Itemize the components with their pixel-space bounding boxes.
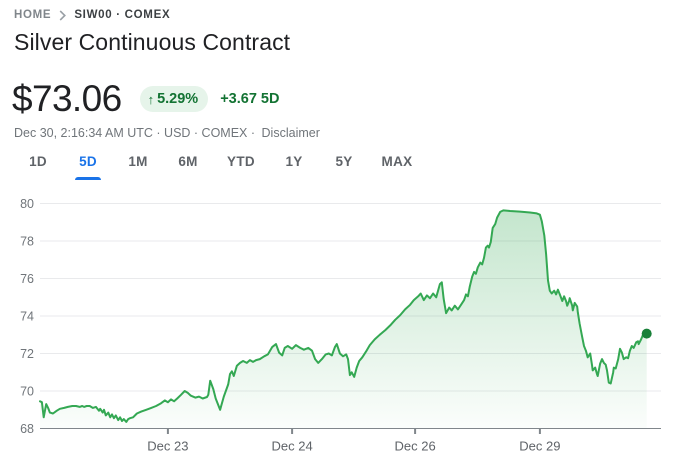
y-axis-label: 72 [20, 347, 34, 361]
price-line [39, 209, 648, 423]
last-price-dot [641, 328, 652, 339]
x-axis-label: Dec 29 [519, 439, 560, 454]
quote-meta: Dec 30, 2:16:34 AM UTC · USD · COMEX · D… [14, 126, 320, 140]
tab-6m[interactable]: 6M [163, 148, 213, 181]
y-axis-label: 78 [20, 235, 34, 249]
y-axis-label: 74 [20, 310, 34, 324]
arrow-up-icon: ↑ [147, 91, 155, 107]
chevron-right-icon [59, 9, 67, 21]
tab-max[interactable]: MAX [369, 148, 425, 181]
tab-ytd[interactable]: YTD [213, 148, 269, 181]
tab-1m[interactable]: 1M [113, 148, 163, 181]
x-axis-label: Dec 26 [394, 439, 435, 454]
change-absolute: +3.67 5D [220, 91, 280, 107]
x-axis-label: Dec 24 [271, 439, 312, 454]
breadcrumb-symbol: SIW00 · COMEX [74, 9, 171, 21]
x-axis-label: Dec 23 [147, 439, 188, 454]
breadcrumb-home-link[interactable]: HOME [14, 9, 52, 21]
y-axis-label: 80 [20, 197, 34, 211]
disclaimer-link[interactable]: Disclaimer [261, 126, 320, 140]
time-range-tabs: 1D 5D 1M 6M YTD 1Y 5Y MAX [13, 148, 425, 181]
quote-meta-text: Dec 30, 2:16:34 AM UTC · USD · COMEX · [14, 126, 256, 140]
y-axis-label: 70 [20, 385, 34, 399]
y-axis-label: 76 [20, 272, 34, 286]
price-chart[interactable]: 68 70 72 74 76 78 80 Dec 23 Dec 24 Dec 26 Dec 29 [0, 190, 696, 467]
change-percent-badge: ↑ 5.29% [139, 86, 209, 112]
current-price: $73.06 [12, 78, 122, 119]
tab-1y[interactable]: 1Y [269, 148, 319, 181]
price-area [40, 210, 647, 429]
page-title: Silver Continuous Contract [14, 29, 291, 55]
price-chart-svg: 68 70 72 74 76 78 80 Dec 23 Dec 24 Dec 26 Dec 29 [20, 197, 661, 454]
breadcrumb: HOME SIW00 · COMEX [14, 7, 170, 23]
tab-5d[interactable]: 5D [63, 148, 113, 181]
tab-1d[interactable]: 1D [13, 148, 63, 181]
tab-5y[interactable]: 5Y [319, 148, 369, 181]
y-axis-label: 68 [20, 422, 34, 436]
quote-row: $73.06 ↑ 5.29% +3.67 5D [12, 78, 280, 119]
change-percent: 5.29% [157, 91, 199, 107]
